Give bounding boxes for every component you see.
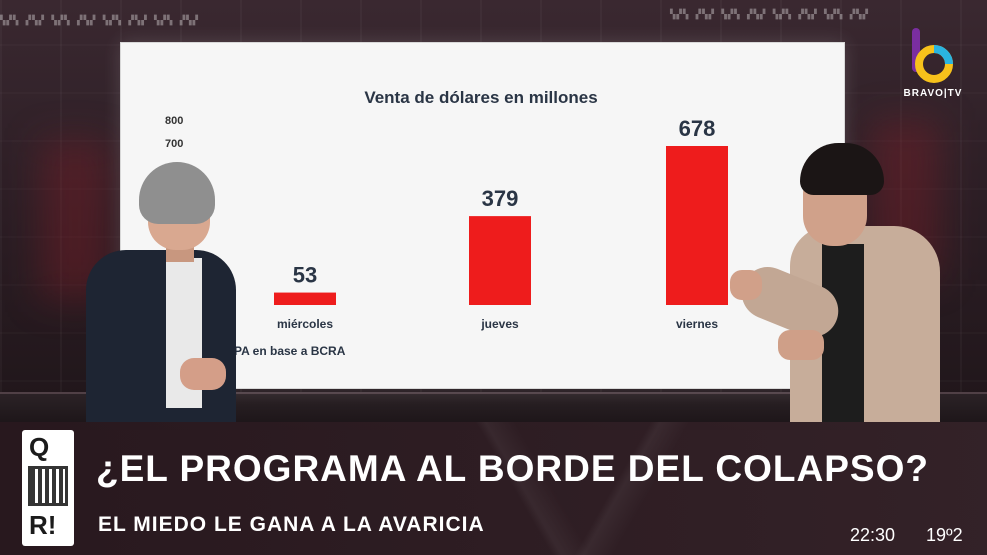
bar-1 [274,292,336,305]
chart-source: PA en base a BCRA [234,344,346,358]
presenter-right-hand [778,330,824,360]
qr-code-icon [28,466,68,506]
studio-pattern-top-left: ▚▞▚ ▞▚▞ ▚▞▚ ▞▚▞ ▚▞▚ ▞▚▞ ▚▞▚ ▞▚▞ [0,16,199,26]
presenter-right-shirt [822,244,864,422]
studio-screen: Venta de dólares en millones 800 700 PA … [120,42,845,389]
bar-2 [469,216,531,305]
chart-bars: 53 miércoles 379 jueves 678 viernes [274,116,728,331]
headline: ¿EL PROGRAMA AL BORDE DEL COLAPSO? [96,448,929,489]
y-tick-label-800: 800 [165,115,183,127]
show-badge-r: R! [29,510,57,540]
presenter-right-hair [800,143,884,195]
presenter-left-hands [180,358,226,390]
clock: 22:30 [850,525,896,545]
channel-logo-text: BRAVO|TV [903,88,963,99]
temperature: 19º2 [926,525,963,545]
bar-3 [666,146,728,305]
presenter-left-hair [139,162,215,224]
channel-logo: BRAVO|TV [898,28,968,102]
bar-chart: Venta de dólares en millones 800 700 PA … [165,88,728,358]
presenter-left-jacket [86,250,236,422]
category-label-3: viernes [676,317,718,331]
subheadline: EL MIEDO LE GANA A LA AVARICIA [98,513,485,536]
bravo-logo-icon [912,28,953,83]
lower-third-banner [0,422,987,555]
bar-value-label-1: 53 [293,263,317,288]
bar-value-label-2: 379 [482,186,519,211]
chart-title: Venta de dólares en millones [364,88,597,107]
bar-value-label-3: 678 [679,116,716,141]
show-badge: Q R! [22,430,74,546]
category-label-1: miércoles [277,317,333,331]
studio-pattern-top-right: ▚▞▚ ▞▚▞ ▚▞▚ ▞▚▞ ▚▞▚ ▞▚▞ ▚▞▚ ▞▚▞ [670,10,869,20]
show-badge-q: Q [29,432,50,462]
category-label-2: jueves [480,317,519,331]
y-tick-label-700: 700 [165,138,183,150]
presenter-right-pointing-hand [730,270,762,300]
